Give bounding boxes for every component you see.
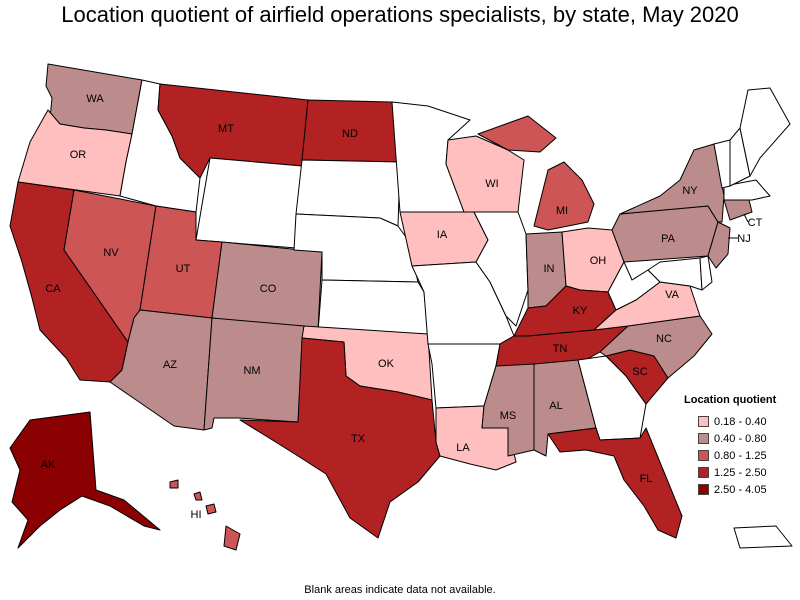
state-label-NJ: NJ (737, 233, 750, 245)
state-TX[interactable] (239, 337, 441, 539)
state-label-WA: WA (86, 93, 104, 105)
state-MI[interactable] (477, 115, 595, 231)
state-label-VA: VA (665, 289, 680, 301)
state-label-NY: NY (682, 185, 698, 197)
state-label-OR: OR (70, 149, 87, 161)
state-label-TX: TX (351, 433, 366, 445)
state-label-IA: IA (437, 229, 448, 241)
state-PR[interactable] (733, 525, 793, 549)
legend-label: 0.40 - 0.80 (714, 432, 767, 445)
chart-title: Location quotient of airfield operations… (61, 2, 739, 27)
legend-item: 0.80 - 1.25 (684, 447, 796, 464)
state-FL[interactable] (547, 427, 683, 539)
legend-swatch (698, 450, 709, 461)
footnote: Blank areas indicate data not available. (304, 584, 496, 596)
state-label-AZ: AZ (163, 359, 177, 371)
state-label-HI: HI (191, 509, 202, 521)
legend-label: 0.80 - 1.25 (714, 449, 767, 462)
state-IL[interactable] (473, 211, 529, 327)
state-label-CA: CA (45, 283, 61, 295)
state-label-NC: NC (656, 333, 672, 345)
state-labels: WA OR CA NV MT UT AZ CO NM ND OK TX IA LA WI MI IN OH KY TN… (41, 93, 763, 521)
state-label-OH: OH (590, 255, 607, 267)
legend-item: 2.50 - 4.05 (684, 481, 796, 498)
state-label-IN: IN (544, 263, 555, 275)
state-label-CO: CO (260, 283, 277, 295)
state-DE[interactable] (699, 255, 713, 291)
state-label-CT: CT (748, 217, 763, 229)
legend-title: Location quotient (684, 394, 777, 406)
legend-label: 2.50 - 4.05 (714, 483, 767, 496)
legend: Location quotient 0.18 - 0.40 0.40 - 0.8… (684, 394, 796, 498)
state-label-MT: MT (218, 123, 234, 135)
state-label-LA: LA (456, 442, 470, 454)
state-label-SC: SC (632, 366, 647, 378)
legend-label: 1.25 - 2.50 (714, 466, 767, 479)
state-label-NM: NM (243, 365, 260, 377)
legend-swatch (698, 416, 709, 427)
state-label-TN: TN (553, 343, 568, 355)
state-label-KY: KY (573, 305, 588, 317)
state-label-PA: PA (661, 233, 676, 245)
state-HI[interactable] (169, 479, 241, 551)
state-AK[interactable] (9, 411, 161, 549)
legend-swatch (698, 484, 709, 495)
state-label-AL: AL (549, 400, 562, 412)
state-label-WI: WI (485, 178, 498, 190)
state-label-UT: UT (176, 263, 191, 275)
state-label-ND: ND (342, 128, 358, 140)
state-label-NV: NV (103, 247, 119, 259)
state-label-OK: OK (378, 358, 395, 370)
state-label-MI: MI (556, 205, 568, 217)
state-label-MS: MS (500, 410, 517, 422)
legend-swatch (698, 467, 709, 478)
state-KS[interactable] (317, 279, 429, 335)
legend-item: 0.40 - 0.80 (684, 430, 796, 447)
state-MA[interactable] (723, 179, 771, 201)
state-ME[interactable] (739, 87, 791, 177)
leader-line (743, 213, 749, 223)
legend-item: 1.25 - 2.50 (684, 464, 796, 481)
state-label-FL: FL (640, 473, 653, 485)
legend-swatch (698, 433, 709, 444)
state-label-AK: AK (41, 459, 56, 471)
legend-item: 0.18 - 0.40 (684, 413, 796, 430)
state-NJ[interactable] (707, 221, 731, 269)
legend-label: 0.18 - 0.40 (714, 415, 767, 428)
state-TN[interactable] (495, 325, 629, 369)
state-WY[interactable] (195, 157, 303, 249)
